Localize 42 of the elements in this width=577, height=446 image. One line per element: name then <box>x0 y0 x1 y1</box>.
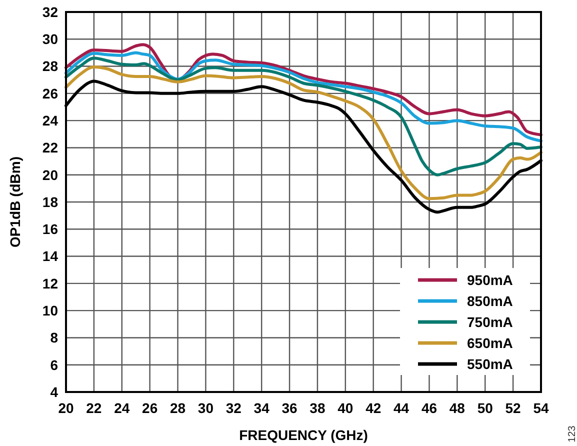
x-tick-label: 38 <box>310 400 326 416</box>
x-tick-label: 32 <box>226 400 242 416</box>
x-tick-label: 50 <box>477 400 494 416</box>
x-tick-label: 26 <box>142 400 158 416</box>
y-tick-label: 20 <box>42 166 58 183</box>
y-tick-label: 4 <box>50 384 58 400</box>
legend-label: 850mA <box>467 292 513 309</box>
y-tick-label: 32 <box>42 4 58 20</box>
x-tick-label: 44 <box>394 400 410 416</box>
x-tick-label: 22 <box>86 400 102 416</box>
x-tick-label: 54 <box>533 400 549 416</box>
x-tick-label: 48 <box>449 400 466 416</box>
legend-label: 550mA <box>467 356 513 372</box>
legend-label: 650mA <box>467 334 513 351</box>
line-series <box>64 65 542 200</box>
x-tick-label: 46 <box>421 400 438 416</box>
x-tick-label: 30 <box>198 400 214 416</box>
x-tick-label: 34 <box>254 400 270 416</box>
y-tick-label: 30 <box>42 31 58 48</box>
y-axis-title: OP1dB (dBm) <box>7 156 23 248</box>
legend-label: 950mA <box>467 272 513 288</box>
y-tick-label: 6 <box>50 356 58 373</box>
x-tick-label: 40 <box>338 400 354 416</box>
x-tick-label: 28 <box>170 400 186 416</box>
y-tick-label: 12 <box>42 275 58 292</box>
y-tick-label: 28 <box>42 58 58 74</box>
y-tick-label: 8 <box>50 330 58 346</box>
y-tick-label: 10 <box>42 302 58 318</box>
y-tick-label: 14 <box>42 248 58 264</box>
y-tick-label: 22 <box>42 140 58 156</box>
x-tick-label: 52 <box>505 400 522 416</box>
x-tick-label: 42 <box>366 400 382 416</box>
legend-label: 750mA <box>467 314 513 330</box>
x-tick-label: 24 <box>114 400 130 416</box>
x-axis-title: FREQUENCY (GHz) <box>239 427 368 443</box>
y-tick-label: 16 <box>42 221 58 238</box>
line-series <box>64 56 542 176</box>
text: 123 <box>567 425 577 442</box>
x-tick-label: 36 <box>282 400 298 416</box>
y-tick-label: 24 <box>42 112 58 128</box>
y-tick-label: 18 <box>42 194 58 210</box>
y-tick-label: 26 <box>42 85 58 102</box>
